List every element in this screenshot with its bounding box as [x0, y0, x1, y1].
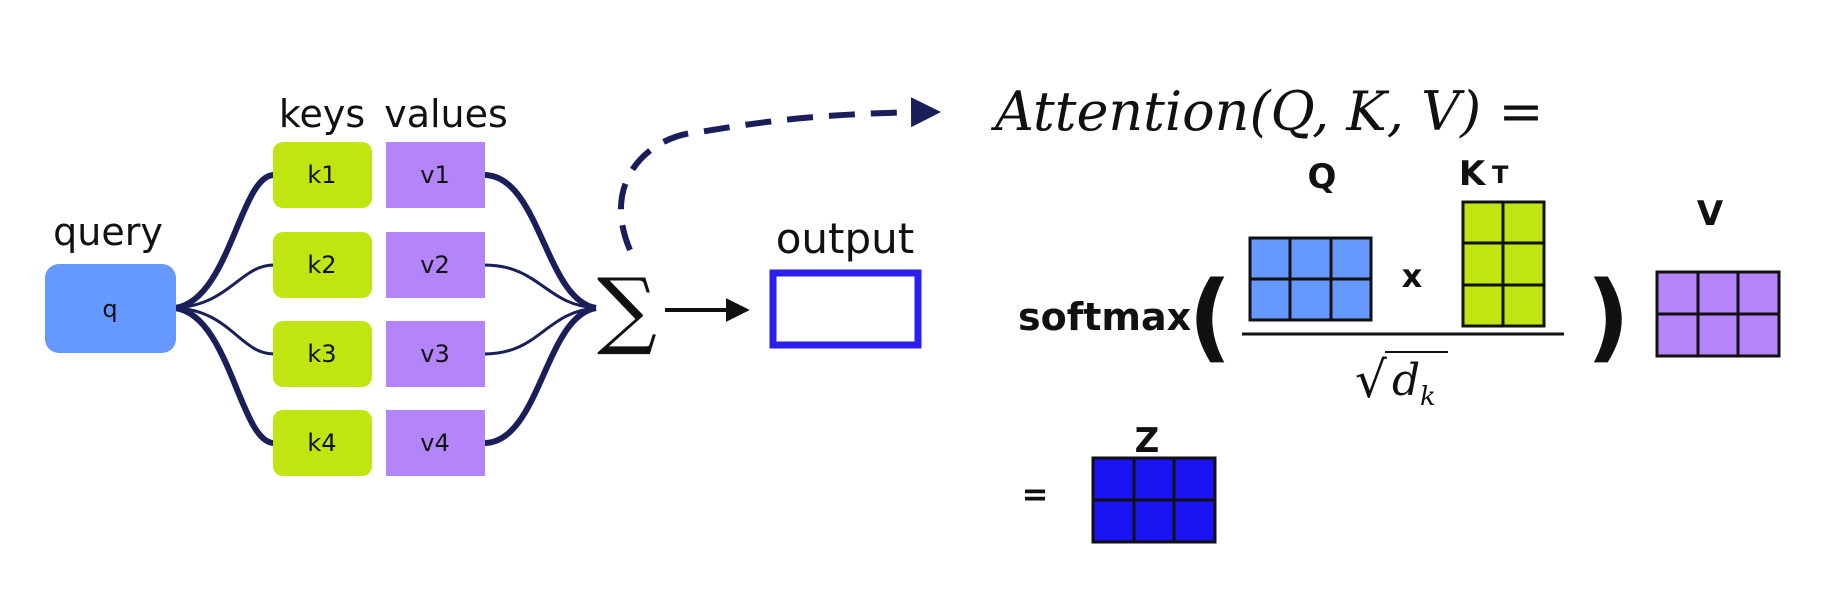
sqrt-symbol: √ [1355, 351, 1387, 409]
key-box-k2 [273, 232, 372, 298]
sum-to-formula-dashed-arrow [617, 97, 941, 252]
value-box-v1 [386, 142, 485, 208]
denominator-d: d [1392, 355, 1420, 406]
connector-v4-sum [483, 305, 597, 446]
query-box-shape [45, 264, 176, 353]
value-label-v1: v1 [420, 161, 449, 189]
key-label-k3: k3 [307, 340, 336, 368]
close-parenthesis: ) [1586, 261, 1630, 373]
z-matrix [1091, 456, 1217, 544]
value-sum-connectors [483, 172, 597, 446]
q-matrix [1248, 236, 1373, 322]
denominator-subscript-k: k [1420, 382, 1436, 412]
key-boxes: k1 k2 k3 k4 [273, 142, 372, 476]
times-symbol: x [1402, 257, 1423, 295]
connector-q-k4 [174, 305, 275, 446]
k-matrix-label: K [1459, 154, 1487, 194]
connector-q-k3 [174, 306, 275, 356]
connector-q-k2 [174, 263, 275, 310]
softmax-label: softmax [1018, 295, 1191, 339]
v-matrix-label: V [1697, 194, 1724, 234]
connector-q-k1 [174, 172, 275, 311]
key-box-k4 [273, 410, 372, 476]
open-parenthesis: ( [1188, 261, 1232, 373]
values-label: values [384, 92, 508, 136]
formula-lhs: Attention(Q, K, V) = [990, 80, 1544, 143]
query-key-connectors [174, 172, 275, 446]
key-label-k1: k1 [307, 161, 336, 189]
value-label-v4: v4 [420, 429, 449, 457]
equals-symbol: = [1022, 475, 1049, 513]
connector-v2-sum [483, 263, 597, 310]
k-transpose-superscript: T [1492, 161, 1509, 189]
connector-v1-sum [483, 172, 597, 311]
value-label-v3: v3 [420, 340, 449, 368]
z-matrix-label: Z [1135, 421, 1160, 461]
v-matrix [1655, 270, 1781, 358]
value-box-v3 [386, 321, 485, 387]
query-label: query [53, 210, 163, 254]
value-box-v4 [386, 410, 485, 476]
key-box-k1 [273, 142, 372, 208]
key-label-k4: k4 [307, 429, 336, 457]
keys-label: keys [279, 92, 365, 136]
query-box-label: q [102, 295, 117, 323]
output-box [769, 269, 922, 349]
query-box: q [45, 264, 176, 353]
q-matrix-label: Q [1308, 157, 1337, 197]
value-box-v2 [386, 232, 485, 298]
value-boxes: v1 v2 v3 v4 [386, 142, 485, 476]
value-label-v2: v2 [420, 251, 449, 279]
kt-matrix [1461, 200, 1546, 328]
sum-symbol: ∑ [597, 260, 657, 358]
key-label-k2: k2 [307, 251, 336, 279]
output-label: output [776, 214, 915, 263]
connector-v3-sum [483, 306, 597, 356]
denominator: √ d k [1355, 351, 1448, 412]
key-box-k3 [273, 321, 372, 387]
